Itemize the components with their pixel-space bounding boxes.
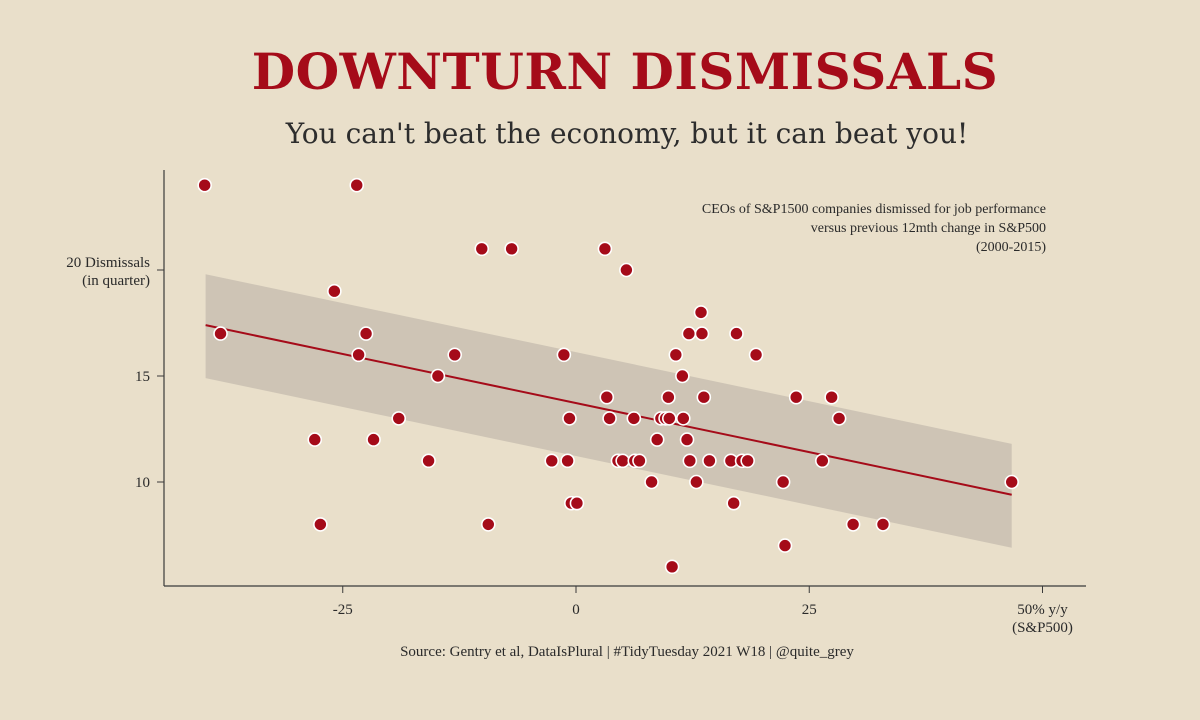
data-point xyxy=(661,411,677,426)
data-point xyxy=(702,453,717,469)
y-axis-label-line: 20 Dismissals xyxy=(66,255,150,271)
y-axis-label-line: (in quarter) xyxy=(82,273,150,289)
data-point xyxy=(307,432,323,447)
data-point xyxy=(447,347,463,363)
data-point xyxy=(197,177,212,193)
chart-title: DOWNTURN DISMISSALS xyxy=(251,42,999,101)
data-point xyxy=(391,411,407,426)
chart-annotation: CEOs of S&P1500 companies dismissed for … xyxy=(702,202,1046,255)
data-point xyxy=(351,347,366,363)
data-point xyxy=(668,347,684,363)
data-point xyxy=(626,411,642,426)
data-point xyxy=(358,326,374,341)
x-axis-label-line: (S&P500) xyxy=(1012,620,1073,636)
data-point xyxy=(649,432,665,447)
data-point xyxy=(694,326,710,341)
data-point xyxy=(644,474,659,490)
data-points xyxy=(197,177,1020,575)
data-point xyxy=(689,474,704,490)
data-point xyxy=(313,517,328,532)
data-point xyxy=(726,495,741,511)
data-point xyxy=(366,432,381,447)
x-tick-label: 25 xyxy=(802,602,817,618)
axes xyxy=(157,170,1086,593)
data-point xyxy=(430,368,446,384)
data-point xyxy=(815,453,830,469)
data-point xyxy=(740,453,755,469)
trend-line-layer xyxy=(205,324,1012,496)
data-point xyxy=(679,432,695,447)
chart-annotation-line: CEOs of S&P1500 companies dismissed for … xyxy=(702,202,1046,217)
data-point xyxy=(696,389,712,405)
y-tick-label: 15 xyxy=(135,369,150,385)
data-point xyxy=(421,453,436,469)
x-tick-label: -25 xyxy=(333,602,353,618)
data-point xyxy=(875,517,891,532)
data-point xyxy=(599,389,615,405)
chart-annotation-line: (2000-2015) xyxy=(976,240,1046,255)
x-axis-label: 50% y/y (S&P500) xyxy=(1012,602,1073,636)
data-point xyxy=(562,411,577,426)
data-point xyxy=(675,368,690,384)
data-point xyxy=(480,517,496,532)
data-point xyxy=(569,495,585,511)
data-point xyxy=(1004,474,1020,490)
data-point xyxy=(619,262,634,278)
data-point xyxy=(664,559,680,575)
data-point xyxy=(474,241,490,257)
data-point xyxy=(213,326,228,341)
confidence-band-layer xyxy=(205,274,1012,548)
y-tick-label: 10 xyxy=(135,475,150,491)
trend-line xyxy=(205,324,1012,496)
data-point xyxy=(845,517,861,532)
data-point xyxy=(556,347,572,363)
data-point xyxy=(831,411,847,426)
chart-text: -25 0 25 50% y/y (S&P500) 10 15 20 Dismissals (i… xyxy=(66,202,1073,636)
data-point xyxy=(824,389,839,405)
data-point xyxy=(632,453,647,469)
data-point xyxy=(682,453,698,469)
confidence-band xyxy=(205,274,1012,548)
data-point xyxy=(349,177,365,193)
y-axis-label: 20 Dismissals (in quarter) xyxy=(66,255,150,289)
data-point xyxy=(788,389,804,405)
data-point xyxy=(327,283,342,299)
data-point xyxy=(775,474,791,490)
chart-subtitle: You can't beat the economy, but it can b… xyxy=(285,117,969,150)
chart-annotation-line: versus previous 12mth change in S&P500 xyxy=(811,221,1046,236)
data-point xyxy=(729,326,744,341)
data-point xyxy=(777,538,793,553)
data-point xyxy=(681,326,697,341)
x-axis-label-line: 50% y/y xyxy=(1017,602,1068,618)
data-point xyxy=(748,347,764,363)
data-point xyxy=(675,411,691,426)
data-point xyxy=(560,453,575,469)
data-point xyxy=(504,241,519,257)
data-point xyxy=(661,389,676,405)
data-point xyxy=(693,305,709,320)
data-point xyxy=(544,453,560,469)
source-caption: Source: Gentry et al, DataIsPlural | #Ti… xyxy=(400,644,854,660)
data-point xyxy=(615,453,630,469)
data-point xyxy=(597,241,613,257)
x-tick-label: 0 xyxy=(572,602,580,618)
data-point xyxy=(602,411,617,426)
